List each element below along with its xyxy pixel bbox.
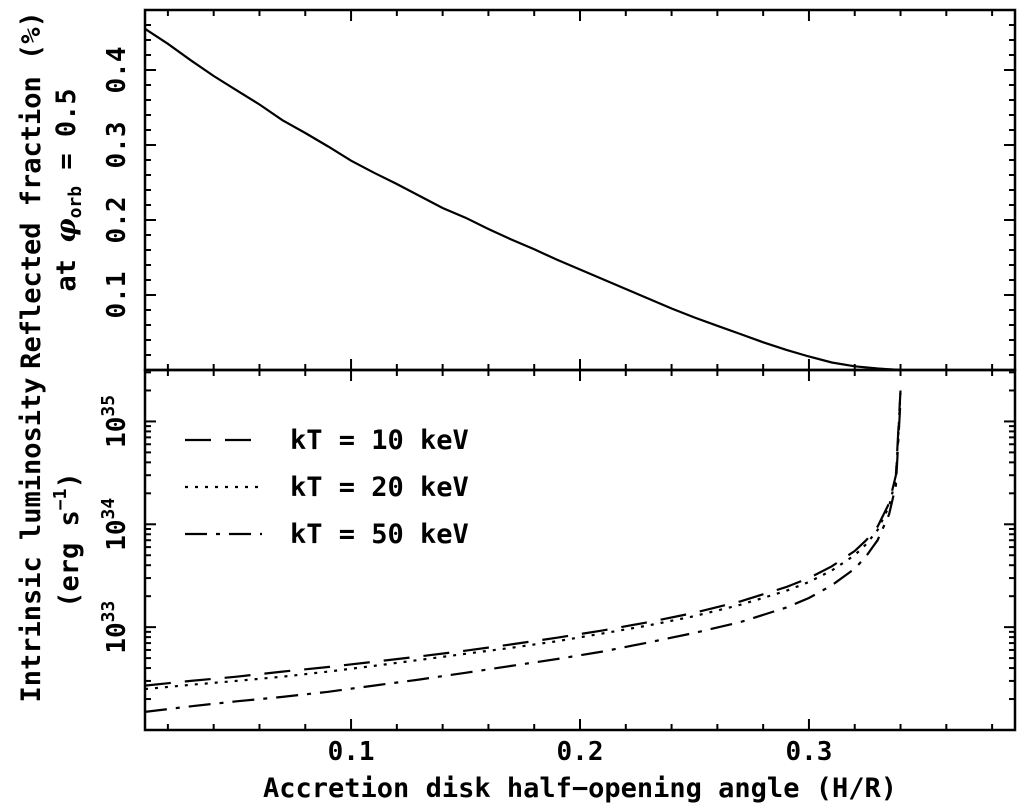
legend-label: kT = 20 keV xyxy=(290,472,469,503)
tick-exponent: 35 xyxy=(98,395,119,417)
top-panel-series xyxy=(144,27,901,372)
top-y-axis-title-prefix: at xyxy=(51,243,82,292)
bottom-y-tick-label: 1035 xyxy=(98,395,132,448)
luminosity-line-dashed xyxy=(144,390,902,687)
bottom-y-axis-title-prefix: (erg s xyxy=(54,510,85,608)
luminosity-line-dotted xyxy=(144,392,902,691)
legend-label: kT = 50 keV xyxy=(290,519,469,550)
bottom-y-axis-title-suffix: ) xyxy=(54,472,85,488)
top-y-axis-title: Reflected fraction (%) xyxy=(16,11,47,369)
bottom-panel-frame xyxy=(143,368,1017,732)
legend: kT = 10 keV kT = 20 keV kT = 50 keV xyxy=(185,425,469,550)
top-y-tick-label: 0.4 xyxy=(102,47,132,94)
orb-subscript: orb xyxy=(65,186,86,219)
tick-base: 10 xyxy=(102,519,132,550)
bottom-y-tick-label: 1033 xyxy=(98,601,132,654)
x-axis-title: Accretion disk half−opening angle (H/R) xyxy=(263,773,897,804)
top-panel-frame xyxy=(143,8,1017,372)
tick-exponent: 33 xyxy=(98,601,119,623)
tick-exponent: 34 xyxy=(98,498,119,520)
phi-symbol: φ xyxy=(51,218,82,243)
x-tick-label: 0.3 xyxy=(785,737,832,767)
legend-label: kT = 10 keV xyxy=(290,425,469,456)
tick-base: 10 xyxy=(102,417,132,448)
top-y-axis-title-line2: at φorb = 0.5 xyxy=(51,88,86,291)
x-tick-label: 0.1 xyxy=(328,737,375,767)
top-panel-ticks: 0.1 0.2 0.3 0.4 xyxy=(102,10,1015,370)
top-y-tick-label: 0.1 xyxy=(102,272,132,319)
x-tick-label: 0.2 xyxy=(557,737,604,767)
bottom-panel-series xyxy=(144,390,902,713)
top-y-tick-label: 0.2 xyxy=(102,197,132,244)
bottom-y-tick-label: 1034 xyxy=(98,498,132,551)
top-y-axis-title-suffix: = 0.5 xyxy=(51,88,82,186)
reflected-fraction-line xyxy=(144,27,901,372)
top-y-tick-label: 0.3 xyxy=(102,122,132,169)
top-panel: 0.1 0.2 0.3 0.4 Reflected fraction (%) at φ… xyxy=(16,8,1017,372)
bottom-y-axis-title-superscript: −1 xyxy=(50,489,71,511)
luminosity-line-dashdot xyxy=(144,400,902,713)
bottom-y-axis-title: Intrinsic luminosity xyxy=(16,377,47,702)
bottom-y-axis-title-line2: (erg s−1) xyxy=(50,472,85,608)
tick-base: 10 xyxy=(102,622,132,653)
